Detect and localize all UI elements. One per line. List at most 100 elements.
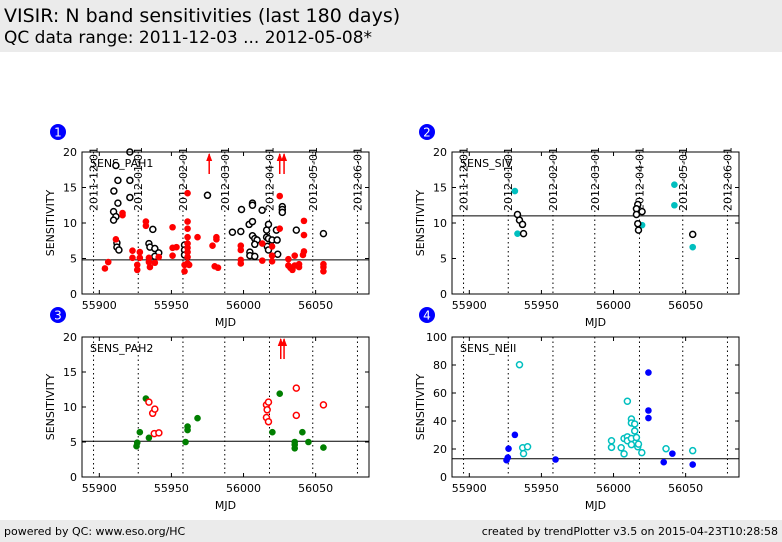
data-point-black-open <box>228 228 237 236</box>
y-axis-label: SENSITIVITY <box>414 189 427 256</box>
data-point-blue-filled <box>505 445 512 453</box>
data-point-blue-filled <box>689 461 697 468</box>
data-point-blue-filled <box>660 458 668 466</box>
plot-number-badge <box>419 307 435 323</box>
data-point-cyan-open <box>519 449 528 458</box>
data-point-cyan-open <box>688 446 697 455</box>
data-point-red-filled <box>136 248 144 256</box>
data-point-red-filled <box>184 189 191 197</box>
data-point-cyan-open <box>632 433 641 442</box>
data-point-black-open <box>251 252 259 261</box>
y-axis-label: SENSITIVITY <box>44 189 57 256</box>
x-axis-label: MJD <box>585 316 606 329</box>
data-point-cyan-open <box>630 427 639 435</box>
data-point-red-filled <box>295 263 303 271</box>
data-point-red-filled <box>133 261 141 269</box>
data-point-red-open <box>319 401 328 409</box>
data-point-red-filled <box>169 252 176 259</box>
data-point-red-filled <box>320 267 327 275</box>
subplot-3: 3 55900 55950 56000 56050 0 5 10 15 20 MJD SENSITIV… <box>44 307 370 512</box>
data-point-black-open <box>237 227 245 236</box>
x-tick-label: 55950 <box>154 299 189 312</box>
data-point-green-filled <box>136 428 144 436</box>
y-tick-label: 0 <box>440 471 447 484</box>
data-point-cyan-filled <box>689 243 697 251</box>
data-point-cyan-filled <box>511 187 519 195</box>
y-tick-label: 15 <box>433 182 447 195</box>
subplot-2: 2 2011-12-01 2012-01-01 2012-02-01 2012-03-0… <box>414 124 740 329</box>
header-bar: VISIR: N band sensitivities (last 180 da… <box>0 0 782 52</box>
data-point-red-filled <box>213 236 220 243</box>
x-tick-label: 56000 <box>226 299 261 312</box>
data-point-black-open <box>114 176 122 185</box>
plot-frame <box>81 336 370 478</box>
data-point-red-filled <box>104 258 112 266</box>
data-point-red-open <box>145 398 153 406</box>
y-tick-label: 15 <box>63 366 77 379</box>
data-point-red-filled <box>268 252 276 259</box>
x-axis-label: MJD <box>215 499 236 512</box>
y-tick-label: 0 <box>440 288 447 301</box>
data-point-red-open <box>264 417 273 426</box>
data-point-red-filled <box>276 225 284 232</box>
data-point-blue-filled <box>504 454 512 461</box>
x-tick-label: 56000 <box>226 482 261 495</box>
y-tick-label: 10 <box>433 217 447 230</box>
y-tick-label: 100 <box>426 331 447 344</box>
data-point-black-open <box>149 225 157 234</box>
page-subtitle: QC data range: 2011-12-03 ... 2012-05-08… <box>4 28 373 48</box>
data-point-black-open <box>251 240 259 249</box>
data-point-cyan-open <box>607 443 616 452</box>
data-point-red-open <box>155 429 163 437</box>
footer-powered-by: powered by QC: www.eso.org/HC <box>4 525 186 538</box>
y-axis-label: SENSITIVITY <box>44 373 57 440</box>
data-point-black-open <box>126 176 134 185</box>
data-point-red-filled <box>151 259 159 267</box>
plot-frame <box>451 151 740 295</box>
data-point-green-filled <box>133 439 141 447</box>
data-point-cyan-open <box>607 436 616 445</box>
data-point-red-filled <box>299 251 307 259</box>
plot-number-badge <box>50 124 66 140</box>
y-tick-label: 15 <box>63 182 77 195</box>
data-point-red-filled <box>276 192 284 200</box>
data-point-red-filled <box>184 218 191 225</box>
data-point-black-open <box>688 230 697 239</box>
data-point-red-filled <box>237 260 245 267</box>
offscale-arrow-icon <box>206 153 213 161</box>
data-point-red-filled <box>101 265 109 272</box>
plot-title: SENS_SIV <box>460 157 513 170</box>
y-tick-label: 0 <box>70 288 77 301</box>
data-point-red-open <box>151 405 159 413</box>
x-tick-label: 56000 <box>596 299 631 312</box>
plot-number-label: 3 <box>54 309 62 323</box>
data-point-red-filled <box>129 254 136 262</box>
data-point-red-filled <box>133 266 141 274</box>
data-point-red-filled <box>173 243 180 251</box>
data-point-green-filled <box>182 438 189 446</box>
offscale-arrow-icon <box>276 153 283 161</box>
footer-bar: powered by QC: www.eso.org/HC created by… <box>0 520 782 542</box>
y-tick-label: 5 <box>70 436 77 449</box>
subplot-4: 4 55900 55950 56000 56050 0 20 40 60 80 100 MJD SENS… <box>414 307 740 512</box>
data-point-black-open <box>638 207 646 216</box>
data-point-red-filled <box>184 248 191 256</box>
data-point-black-open <box>110 187 118 195</box>
x-tick-label: 55900 <box>452 299 487 312</box>
data-point-cyan-open <box>515 360 524 369</box>
plot-frame <box>451 336 740 478</box>
date-tick-label: 2012-02-01 <box>547 147 560 211</box>
date-tick-label: 2012-02-01 <box>177 147 190 211</box>
data-point-blue-filled <box>511 431 519 439</box>
data-point-green-filled <box>299 428 306 436</box>
data-point-red-filled <box>194 233 201 241</box>
data-point-black-open <box>273 250 282 258</box>
data-point-red-filled <box>184 225 191 232</box>
y-tick-label: 20 <box>433 146 447 159</box>
data-point-red-filled <box>300 231 308 239</box>
date-tick-label: 2011-12-01 <box>88 147 101 211</box>
data-point-black-open <box>248 201 257 209</box>
subplot-1: 1 2011-12-01 2012-01-01 2012-02-01 2012-03-0… <box>44 124 370 329</box>
x-tick-label: 55900 <box>452 482 487 495</box>
data-point-red-filled <box>268 243 276 250</box>
